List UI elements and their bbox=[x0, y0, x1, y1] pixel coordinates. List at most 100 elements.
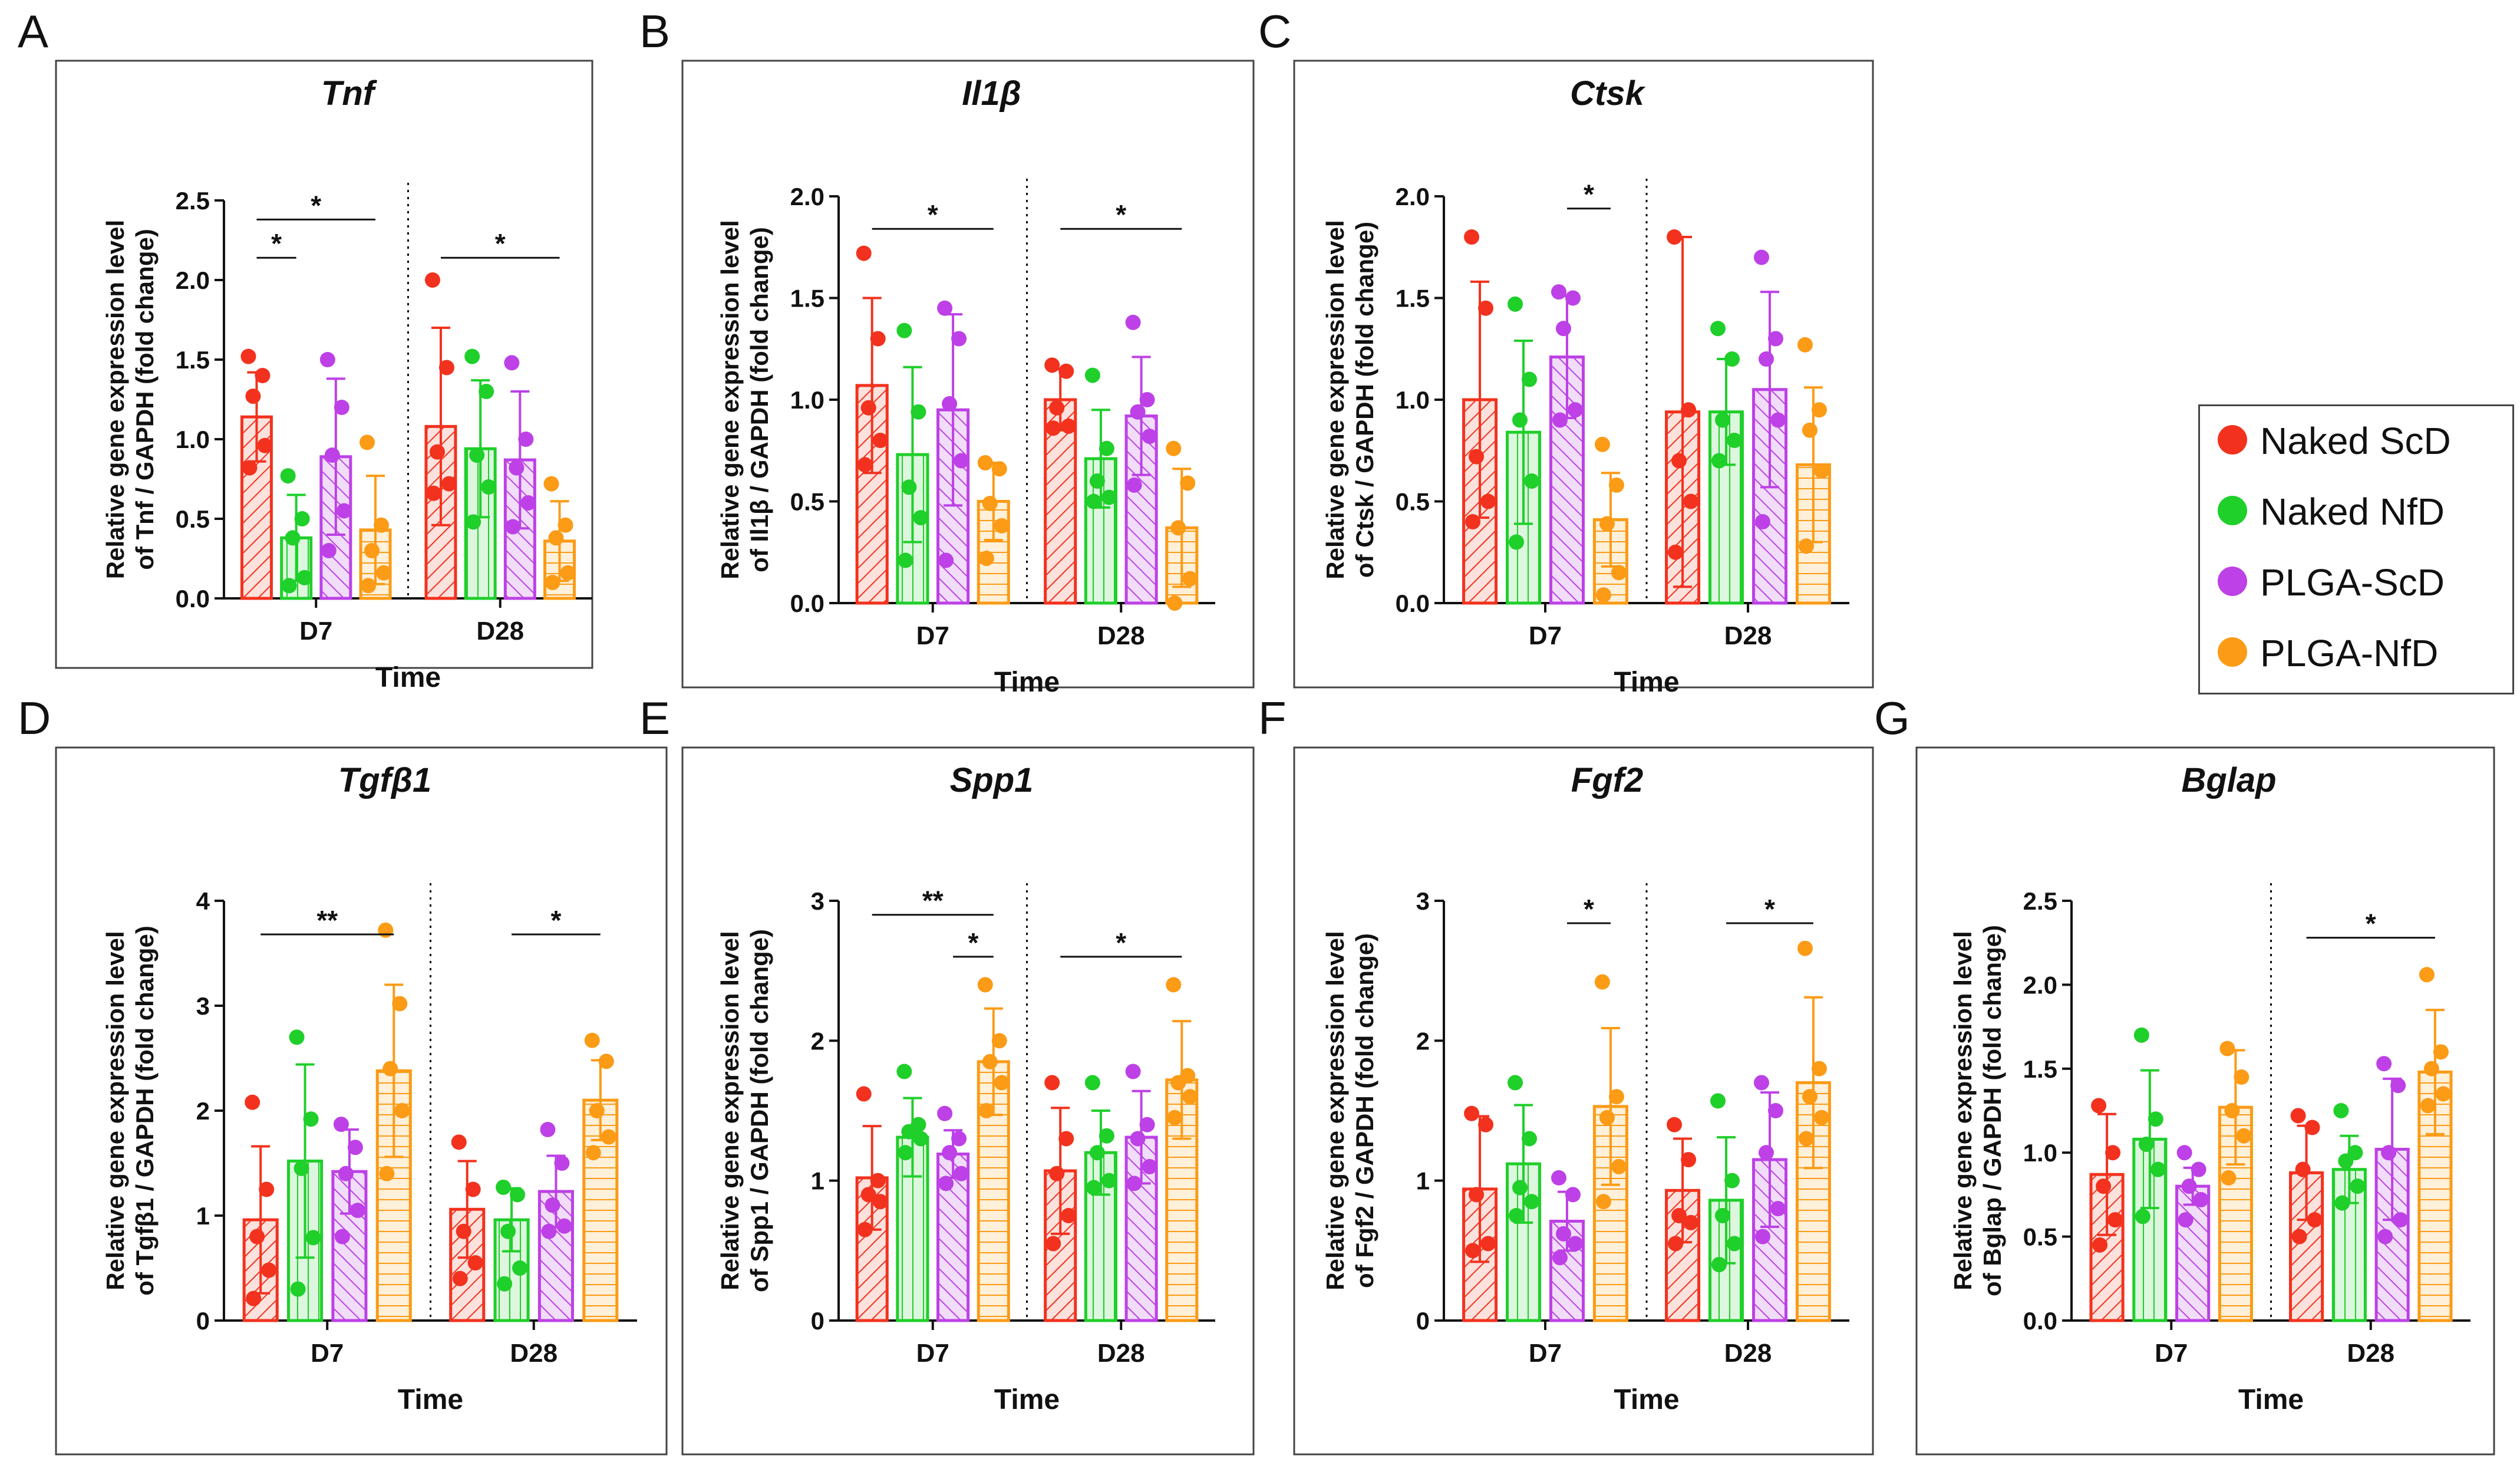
y-axis-label-line: of Ctsk / GAPDH (fold change) bbox=[1351, 222, 1378, 578]
data-point bbox=[1797, 940, 1813, 956]
data-point bbox=[2390, 1078, 2406, 1094]
data-point bbox=[249, 1229, 265, 1244]
significance-label: * bbox=[1584, 894, 1594, 924]
y-tick-label: 1 bbox=[196, 1202, 210, 1230]
data-point bbox=[1681, 1152, 1697, 1168]
data-point bbox=[392, 996, 408, 1012]
x-axis-label: Time bbox=[398, 1384, 463, 1415]
y-axis-label-line: Relative gene expression level bbox=[716, 220, 744, 579]
y-tick-label: 2 bbox=[811, 1027, 824, 1055]
data-point bbox=[545, 575, 560, 590]
data-point bbox=[479, 384, 494, 399]
significance-label: * bbox=[550, 905, 561, 936]
panel-d: D Tgfβ1 Relative gene expression levelof T… bbox=[18, 692, 668, 1456]
data-point bbox=[1522, 371, 1538, 387]
y-tick-label: 2.0 bbox=[2023, 971, 2057, 999]
significance-label: * bbox=[928, 199, 938, 230]
x-tick-label: D7 bbox=[1529, 1339, 1562, 1368]
data-point bbox=[1099, 1128, 1114, 1144]
data-point bbox=[2423, 1061, 2439, 1076]
data-point bbox=[1797, 337, 1813, 353]
data-point bbox=[1565, 290, 1581, 306]
data-point bbox=[856, 245, 872, 261]
data-point bbox=[857, 457, 873, 473]
data-point bbox=[1567, 402, 1583, 418]
data-point bbox=[2191, 1161, 2206, 1177]
data-point bbox=[2091, 1098, 2107, 1114]
data-point bbox=[319, 352, 335, 367]
data-point bbox=[518, 432, 534, 447]
data-point bbox=[1058, 1131, 1074, 1147]
x-tick-label: D7 bbox=[2155, 1339, 2188, 1368]
x-axis-label: Time bbox=[1614, 667, 1679, 698]
x-tick-label: D28 bbox=[1724, 1339, 1772, 1368]
panel-frame bbox=[1293, 60, 1874, 689]
data-point bbox=[305, 1230, 321, 1246]
data-point bbox=[1512, 412, 1528, 428]
y-axis-label-line: of Spp1 / GAPDH (fold change) bbox=[746, 929, 773, 1292]
y-axis-label-line: Relative gene expression level bbox=[1321, 220, 1349, 579]
data-point bbox=[540, 1122, 556, 1138]
data-point bbox=[336, 503, 352, 519]
y-tick-label: 1.5 bbox=[176, 346, 210, 374]
data-point bbox=[2092, 1237, 2108, 1253]
y-tick-label: 2.0 bbox=[176, 266, 210, 294]
data-point bbox=[991, 461, 1007, 477]
data-point bbox=[857, 1222, 873, 1237]
data-point bbox=[1611, 565, 1627, 581]
panel-a: A Tnf Relative gene expression levelof Tnf… bbox=[18, 5, 593, 693]
data-point bbox=[870, 331, 886, 347]
panel-title: Tgfβ1 bbox=[338, 761, 431, 799]
panel-frame bbox=[1293, 746, 1874, 1456]
panel-letter: C bbox=[1258, 5, 1291, 57]
y-axis-label-line: of Tgfβ1 / GAPDH (fold change) bbox=[131, 926, 159, 1296]
data-point bbox=[1512, 1180, 1528, 1196]
data-point bbox=[2148, 1111, 2163, 1127]
x-tick-label: D7 bbox=[916, 1339, 949, 1368]
data-point bbox=[1555, 1226, 1571, 1242]
data-point bbox=[1139, 392, 1155, 407]
x-tick-label: D7 bbox=[1529, 621, 1562, 650]
data-point bbox=[558, 517, 573, 533]
data-point bbox=[451, 1134, 467, 1150]
significance-label: * bbox=[1116, 199, 1126, 230]
data-point bbox=[504, 355, 520, 371]
data-point bbox=[1595, 587, 1611, 603]
data-point bbox=[1139, 1117, 1155, 1132]
data-point bbox=[1061, 1208, 1077, 1223]
data-point bbox=[856, 1086, 872, 1102]
data-point bbox=[2419, 967, 2435, 983]
data-point bbox=[1727, 1236, 1743, 1252]
bar bbox=[896, 1135, 929, 1322]
data-point bbox=[1567, 1236, 1583, 1252]
data-point bbox=[378, 922, 394, 938]
y-tick-label: 4 bbox=[196, 887, 210, 915]
data-point bbox=[1753, 1075, 1769, 1091]
data-point bbox=[1182, 571, 1198, 587]
data-point bbox=[1710, 1093, 1726, 1109]
data-point bbox=[560, 565, 576, 581]
legend-marker-plga-nfd bbox=[2218, 637, 2247, 667]
panel-title: Ctsk bbox=[1570, 74, 1645, 113]
data-point bbox=[1753, 249, 1769, 265]
data-point bbox=[303, 1111, 319, 1127]
data-point bbox=[1166, 977, 1182, 993]
y-tick-label: 2.0 bbox=[1396, 183, 1430, 210]
data-point bbox=[1754, 1229, 1770, 1244]
data-point bbox=[2393, 1212, 2409, 1228]
panel-frame bbox=[55, 746, 668, 1456]
data-point bbox=[1522, 1131, 1538, 1147]
data-point bbox=[2435, 1086, 2451, 1102]
data-point bbox=[541, 1223, 557, 1239]
data-point bbox=[1599, 1109, 1615, 1125]
y-tick-label: 0.5 bbox=[790, 488, 824, 516]
data-point bbox=[394, 1103, 410, 1118]
data-point bbox=[977, 977, 993, 993]
significance-label: * bbox=[2366, 908, 2376, 939]
y-tick-label: 3 bbox=[811, 887, 824, 915]
y-tick-label: 0.5 bbox=[2023, 1223, 2057, 1251]
data-point bbox=[465, 1181, 481, 1197]
data-point bbox=[870, 1173, 886, 1188]
data-point bbox=[1049, 1165, 1065, 1181]
